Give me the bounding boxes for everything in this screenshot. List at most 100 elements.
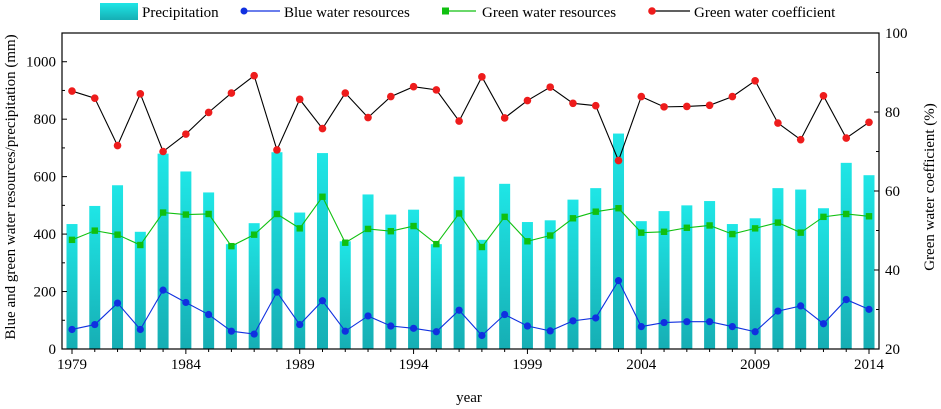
tick-label-x-2004: 2004 <box>626 357 657 373</box>
bar-precipitation-2003 <box>613 133 625 349</box>
marker-coefficient-1989 <box>295 95 304 104</box>
tick-label-left-1000: 1000 <box>26 55 56 71</box>
marker-green-water-1984 <box>182 211 190 218</box>
marker-coefficient-2013 <box>842 134 851 142</box>
legend-label-blue-water: Blue water resources <box>284 5 410 21</box>
marker-green-water-1982 <box>137 241 144 249</box>
tick-label-x-2014: 2014 <box>854 357 885 373</box>
legend-label-green-water: Green water resources <box>482 5 616 21</box>
marker-coefficient-1992 <box>364 113 372 122</box>
marker-blue-water-2004 <box>637 322 645 331</box>
tick-label-right-40: 40 <box>885 263 900 279</box>
bar-precipitation-2010 <box>772 188 784 349</box>
marker-green-water-2014 <box>865 213 873 220</box>
marker-blue-water-1994 <box>409 324 418 332</box>
legend-item-blue-water: Blue water resources <box>240 5 410 21</box>
marker-coefficient-1984 <box>182 130 190 138</box>
marker-blue-water-2010 <box>774 307 782 315</box>
legend-label-coefficient: Green water coefficient <box>694 5 836 21</box>
marker-blue-water-2013 <box>842 295 850 304</box>
marker-green-water-2012 <box>820 213 827 221</box>
tick-label-x-2009: 2009 <box>740 357 770 373</box>
marker-blue-water-2008 <box>728 322 736 331</box>
bar-precipitation-1986 <box>225 244 237 349</box>
marker-coefficient-1987 <box>250 71 258 80</box>
marker-green-water-2002 <box>592 208 599 215</box>
marker-coefficient-2012 <box>819 92 828 100</box>
bar-precipitation-1979 <box>66 224 78 349</box>
marker-blue-water-1981 <box>113 299 122 307</box>
legend-marker-blue-water <box>240 7 248 15</box>
tick-label-x-1999: 1999 <box>512 357 542 373</box>
bar-precipitation-1987 <box>248 223 260 349</box>
marker-blue-water-2012 <box>819 320 828 328</box>
marker-green-water-2006 <box>683 224 691 231</box>
marker-blue-water-1986 <box>227 327 235 335</box>
marker-coefficient-2006 <box>683 102 691 111</box>
marker-coefficient-1986 <box>227 89 236 97</box>
bar-precipitation-2002 <box>590 188 602 349</box>
bar-precipitation-2008 <box>726 224 738 349</box>
marker-blue-water-1985 <box>205 310 213 319</box>
marker-coefficient-1991 <box>341 89 350 97</box>
marker-green-water-2013 <box>843 210 850 218</box>
y-axis-label-right: Green water coefficient (%) <box>922 103 938 271</box>
marker-blue-water-2001 <box>569 317 577 325</box>
marker-blue-water-1980 <box>91 320 99 329</box>
tick-label-right-60: 60 <box>885 184 900 200</box>
legend-marker-coefficient <box>648 7 656 15</box>
tick-label-left-400: 400 <box>34 227 57 243</box>
marker-coefficient-2009 <box>751 76 759 85</box>
marker-coefficient-1996 <box>455 117 463 125</box>
marker-blue-water-1997 <box>478 331 486 340</box>
bar-precipitation-1993 <box>385 214 397 349</box>
axis-x: 1979 1984 1989 1994 1999 2004 2009 2014 <box>57 349 885 373</box>
line-green-water <box>71 195 870 248</box>
marker-blue-water-1999 <box>523 322 532 330</box>
marker-coefficient-1980 <box>90 94 99 102</box>
marker-green-water-1979 <box>68 236 76 244</box>
marker-green-water-2008 <box>729 230 736 238</box>
marker-coefficient-2001 <box>569 99 577 108</box>
marker-green-water-1990 <box>319 193 326 200</box>
legend-item-coefficient: Green water coefficient <box>648 5 836 21</box>
tick-label-x-1984: 1984 <box>171 357 202 373</box>
marker-coefficient-2007 <box>705 101 714 110</box>
bar-precipitation-2013 <box>840 162 852 349</box>
marker-green-water-1985 <box>205 210 212 218</box>
marker-coefficient-1997 <box>478 73 486 81</box>
marker-coefficient-2014 <box>865 118 873 127</box>
bar-precipitation-1995 <box>430 244 442 349</box>
tick-label-left-0: 0 <box>49 342 57 358</box>
bar-precipitation-2012 <box>817 208 829 349</box>
marker-blue-water-2005 <box>660 318 668 327</box>
marker-blue-water-2006 <box>683 318 691 326</box>
bar-precipitation-2007 <box>704 201 716 349</box>
marker-blue-water-1987 <box>250 330 258 338</box>
marker-coefficient-2003 <box>614 156 623 165</box>
marker-blue-water-1992 <box>364 312 372 320</box>
marker-green-water-1992 <box>364 225 372 233</box>
marker-blue-water-1988 <box>273 288 281 296</box>
marker-green-water-2005 <box>660 228 668 235</box>
bar-precipitation-2000 <box>544 220 556 349</box>
marker-coefficient-2005 <box>660 103 668 111</box>
marker-green-water-1988 <box>273 210 281 218</box>
tick-label-right-20: 20 <box>885 342 900 358</box>
marker-coefficient-2010 <box>774 119 782 127</box>
bar-precipitation-1996 <box>453 176 465 349</box>
tick-label-x-1989: 1989 <box>285 357 315 373</box>
y-axis-label-left: Blue and green water resources/precipita… <box>3 34 19 339</box>
marker-green-water-2000 <box>547 232 554 239</box>
marker-coefficient-2011 <box>796 135 805 144</box>
line-blue-water <box>71 279 870 337</box>
marker-coefficient-1981 <box>113 141 122 150</box>
bar-precipitation-2006 <box>681 205 693 349</box>
marker-blue-water-1983 <box>159 286 167 294</box>
marker-green-water-1987 <box>250 231 258 238</box>
marker-coefficient-1995 <box>432 86 441 94</box>
bar-series-precipitation <box>66 133 875 349</box>
legend: Precipitation Blue water resources Green… <box>100 3 836 21</box>
marker-green-water-1986 <box>228 242 235 250</box>
